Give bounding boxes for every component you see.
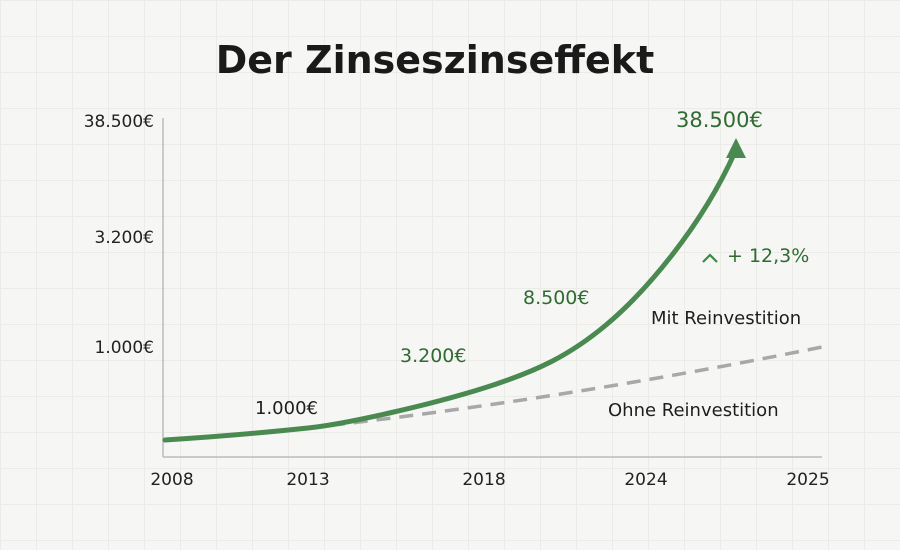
data-label: 8.500€: [523, 287, 590, 309]
data-label: 3.200€: [400, 345, 467, 367]
x-tick-label: 2008: [150, 470, 194, 490]
series-label-mit: Mit Reinvestition: [651, 308, 802, 329]
x-tick-label: 2013: [286, 470, 330, 490]
x-tick-label: 2024: [624, 470, 668, 490]
caret-up-icon: [702, 253, 718, 263]
series-mit-reinvestition: [162, 149, 738, 443]
series-label-ohne: Ohne Reinvestition: [608, 400, 779, 421]
annotation-growth: + 12,3%: [727, 245, 810, 267]
x-tick-label: 2018: [462, 470, 506, 490]
y-tick-label: 38.500€: [83, 112, 154, 132]
data-label: 1.000€: [255, 398, 318, 419]
data-label: 38.500€: [676, 108, 763, 132]
x-tick-label: 2025: [786, 470, 830, 490]
y-tick-label: 3.200€: [94, 228, 154, 248]
series-ohne-reinvestition: [307, 345, 823, 430]
y-tick-label: 1.000€: [94, 338, 154, 358]
chart-title: Der Zinseszinseffekt: [215, 38, 655, 82]
arrow-head-icon: [726, 138, 746, 158]
